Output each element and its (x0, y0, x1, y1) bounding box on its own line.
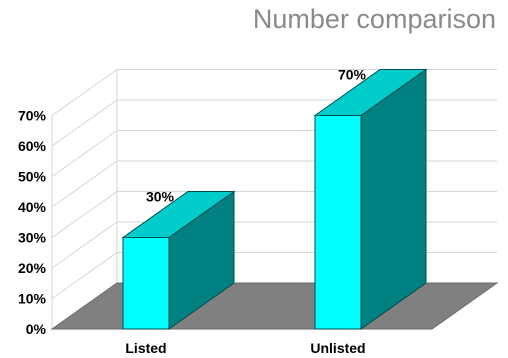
y-tick-label: 40% (18, 199, 47, 215)
y-tick-label: 10% (18, 291, 47, 307)
y-tick-label: 30% (18, 230, 47, 246)
y-tick-label: 60% (18, 138, 47, 154)
bar-front (314, 115, 362, 330)
gridline (51, 99, 497, 147)
gridline (51, 160, 497, 208)
bars (121, 68, 428, 330)
x-category-label: Listed (125, 340, 166, 356)
x-axis-category-labels: Listed Unlisted (125, 340, 365, 356)
y-tick-label: 70% (18, 108, 47, 124)
bar (121, 190, 236, 330)
chart-floor (50, 282, 499, 330)
y-tick-label: 20% (18, 260, 47, 276)
data-label: 30% (146, 189, 175, 205)
y-tick-label: 0% (26, 321, 47, 337)
data-labels: 30% 70% (146, 67, 367, 205)
gridline (51, 130, 497, 177)
y-tick-label: 50% (18, 169, 47, 185)
bar (313, 68, 428, 330)
gridline (51, 69, 497, 116)
bar-front (122, 237, 170, 330)
chart-title: Number comparison (253, 4, 496, 34)
gridlines (51, 69, 497, 329)
gridline (51, 191, 497, 238)
data-label: 70% (338, 67, 367, 83)
gridline (51, 221, 497, 269)
y-axis-tick-labels: 0% 10% 20% 30% 40% 50% 60% 70% (18, 108, 47, 338)
x-category-label: Unlisted (310, 340, 365, 356)
